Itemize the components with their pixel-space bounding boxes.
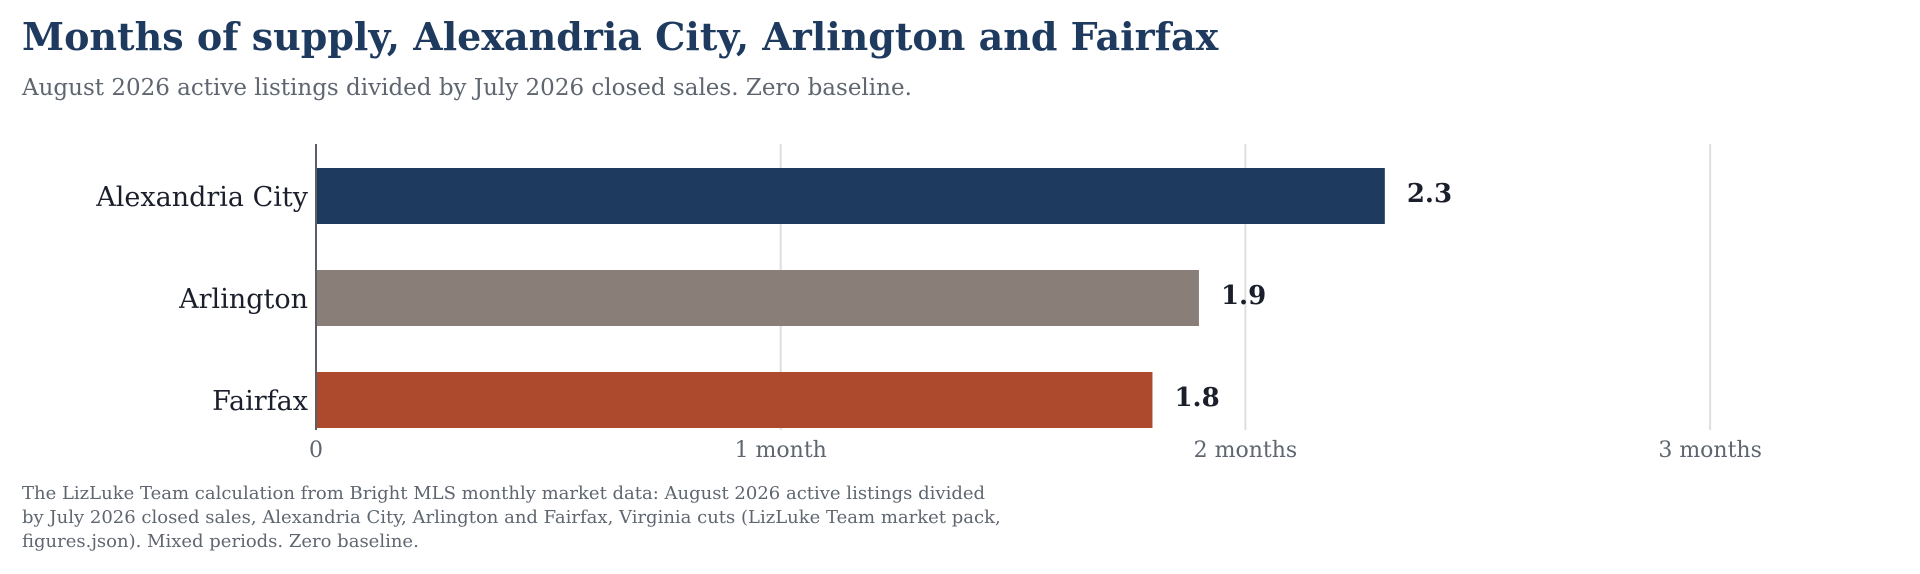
category-label: Fairfax — [212, 386, 308, 417]
x-tick-label: 2 months — [1194, 438, 1298, 463]
page-title: Months of supply, Alexandria City, Arlin… — [22, 14, 1219, 59]
category-labels: Alexandria City Arlington Fairfax — [95, 182, 308, 417]
bar-chart: Alexandria City Arlington Fairfax 2.3 1.9 1.… — [95, 144, 1762, 463]
bar — [316, 372, 1153, 428]
bars — [316, 168, 1385, 428]
x-tick-label: 3 months — [1658, 438, 1762, 463]
bar — [316, 270, 1199, 326]
category-label: Arlington — [178, 284, 308, 315]
value-label: 1.9 — [1221, 281, 1266, 311]
x-tick-label: 1 month — [735, 438, 827, 463]
value-labels: 2.3 1.9 1.8 — [1174, 179, 1452, 413]
category-label: Alexandria City — [95, 182, 308, 213]
value-label: 1.8 — [1174, 383, 1219, 413]
value-label: 2.3 — [1407, 179, 1452, 209]
x-tick-label: 0 — [309, 438, 323, 463]
footnote: The LizLuke Team calculation from Bright… — [22, 483, 1001, 552]
page-subtitle: August 2026 active listings divided by J… — [22, 75, 912, 101]
x-tick-labels: 0 1 month 2 months 3 months — [309, 438, 1762, 463]
bar — [316, 168, 1385, 224]
